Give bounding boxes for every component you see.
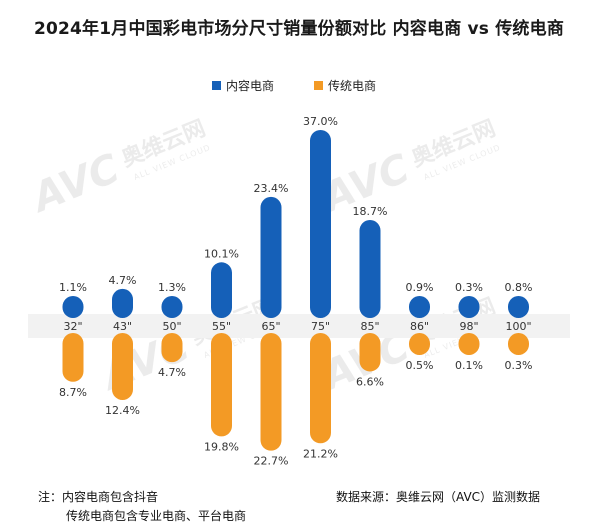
data-label-online: 10.1% bbox=[204, 247, 239, 260]
data-source: 数据来源：奥维云网（AVC）监测数据 bbox=[336, 490, 541, 504]
data-label-traditional: 12.4% bbox=[105, 404, 140, 417]
bar-traditional bbox=[458, 333, 480, 355]
bar-online bbox=[161, 296, 183, 318]
legend: 内容电商 传统电商 bbox=[212, 78, 376, 93]
data-label-online: 1.3% bbox=[158, 281, 186, 294]
data-label-traditional: 0.1% bbox=[455, 359, 483, 372]
data-label-online: 4.7% bbox=[109, 274, 137, 287]
bar-traditional bbox=[211, 333, 232, 437]
category-label: 43" bbox=[113, 320, 132, 333]
bars-layer bbox=[62, 129, 529, 451]
legend-swatch-online bbox=[212, 81, 221, 90]
bar-traditional bbox=[310, 333, 331, 444]
category-label: 98" bbox=[459, 320, 478, 333]
category-label: 50" bbox=[162, 320, 181, 333]
legend-label-traditional: 传统电商 bbox=[328, 78, 376, 93]
bar-online bbox=[409, 296, 430, 318]
bar-online bbox=[112, 288, 133, 318]
data-label-online: 37.0% bbox=[303, 115, 338, 128]
bar-online bbox=[260, 196, 282, 318]
bar-online bbox=[359, 219, 381, 318]
category-label: 55" bbox=[212, 320, 231, 333]
data-label-online: 1.1% bbox=[59, 281, 87, 294]
note-online-definition: 注：内容电商包含抖音 bbox=[38, 490, 159, 504]
bar-traditional bbox=[161, 333, 183, 363]
category-label: 75" bbox=[311, 320, 330, 333]
category-label: 65" bbox=[261, 320, 280, 333]
bar-traditional bbox=[359, 333, 381, 372]
note-traditional-definition: 传统电商包含专业电商、平台电商 bbox=[66, 509, 247, 523]
legend-swatch-traditional bbox=[314, 81, 323, 90]
data-label-traditional: 19.8% bbox=[204, 440, 239, 453]
labels-layer: 1.1% 8.7% 32" 4.7% 12.4% 43" 1.3% 4.7% 50" 10.1% 1… bbox=[59, 115, 532, 468]
data-label-online: 0.3% bbox=[455, 281, 483, 294]
chart-title: 2024年1月中国彩电市场分尺寸销量份额对比 内容电商 vs 传统电商 bbox=[33, 19, 565, 39]
bar-online bbox=[62, 296, 84, 318]
legend-label-online: 内容电商 bbox=[226, 78, 274, 93]
data-label-traditional: 0.5% bbox=[406, 359, 434, 372]
category-band bbox=[28, 314, 570, 338]
category-label: 100" bbox=[505, 320, 531, 333]
bar-traditional bbox=[260, 333, 282, 451]
bar-traditional bbox=[508, 333, 529, 355]
watermark-logo: AVC bbox=[24, 145, 126, 222]
bar-online bbox=[508, 296, 529, 318]
data-label-online: 0.9% bbox=[406, 281, 434, 294]
data-label-traditional: 22.7% bbox=[254, 455, 289, 468]
data-label-online: 18.7% bbox=[353, 205, 388, 218]
data-label-online: 23.4% bbox=[254, 182, 289, 195]
data-label-traditional: 0.3% bbox=[505, 359, 533, 372]
data-label-traditional: 21.2% bbox=[303, 447, 338, 460]
bar-traditional bbox=[62, 333, 84, 382]
bar-online bbox=[458, 296, 480, 318]
bar-traditional bbox=[409, 333, 430, 355]
bar-traditional bbox=[112, 333, 133, 401]
data-label-traditional: 4.7% bbox=[158, 366, 186, 379]
data-label-traditional: 8.7% bbox=[59, 386, 87, 399]
category-label: 32" bbox=[63, 320, 82, 333]
data-label-traditional: 6.6% bbox=[356, 375, 384, 388]
bar-online bbox=[211, 262, 232, 318]
category-label: 86" bbox=[410, 320, 429, 333]
data-label-online: 0.8% bbox=[505, 281, 533, 294]
bar-online bbox=[310, 129, 331, 318]
category-label: 85" bbox=[360, 320, 379, 333]
